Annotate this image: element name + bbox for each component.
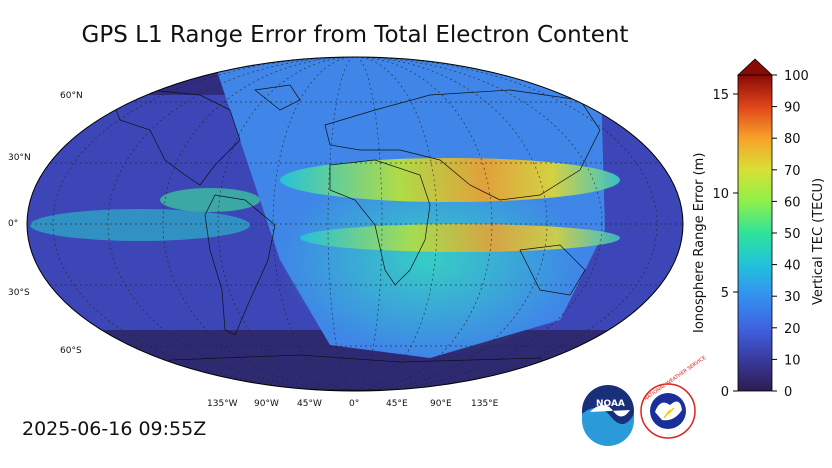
colorbar-right-tick-label: 50 <box>784 227 801 242</box>
colorbar-right-tick-label: 80 <box>784 132 801 147</box>
lat-label-30s: 30°S <box>8 288 30 298</box>
colorbar-right-tick-label: 90 <box>784 101 801 116</box>
northern-crest-band <box>280 158 620 202</box>
colorbar-left-tick-label: 5 <box>721 286 729 301</box>
lon-label-90e: 90°E <box>430 399 452 409</box>
colorbar-left-tick-label: 10 <box>712 187 729 202</box>
lat-label-60n: 60°N <box>60 91 83 101</box>
globe-outline <box>26 56 684 392</box>
colorbar-right-tick-label: 30 <box>784 290 801 305</box>
colorbar-left-tick-label: 0 <box>721 385 729 400</box>
colorbar-right-tick-label: 10 <box>784 353 801 368</box>
lon-label-135w: 135°W <box>207 399 238 409</box>
colorbar-right-tick-label: 20 <box>784 322 801 337</box>
colorbar-left-tick-label: 15 <box>712 88 729 103</box>
lon-label-45e: 45°E <box>386 399 408 409</box>
lon-label-0: 0° <box>349 399 359 409</box>
lon-label-135e: 135°E <box>471 399 499 409</box>
noaa-logo: NOAA <box>582 385 634 446</box>
lat-label-60s: 60°S <box>60 346 82 356</box>
colorbar-right-tick-label: 60 <box>784 195 801 210</box>
lat-label-0: 0° <box>8 219 18 229</box>
colorbar-right-tick-label: 40 <box>784 259 801 274</box>
nws-logo: NATIONAL WEATHER SERVICE <box>640 355 707 439</box>
noaa-logo-text: NOAA <box>596 399 625 409</box>
lon-label-90w: 90°W <box>254 399 279 409</box>
america-band <box>160 188 260 212</box>
southern-crest-band <box>300 224 620 252</box>
lat-label-30n: 30°N <box>8 153 31 163</box>
colorbar-extend-arrow <box>736 58 774 76</box>
globe-map <box>27 57 683 391</box>
timestamp: 2025-06-16 09:55Z <box>22 418 207 440</box>
colorbar-left-ticks: 0 5 10 15 <box>712 88 738 400</box>
dayside-glow <box>280 165 580 355</box>
colorbar-left-label: Ionosphere Range Error (m) <box>692 153 707 333</box>
colorbar: 0 10 20 30 40 50 60 70 80 90 100 0 5 10 15 Ionosphere… <box>692 58 826 400</box>
colorbar-scale <box>737 74 773 392</box>
colorbar-right-tick-label: 100 <box>784 69 809 84</box>
colorbar-right-tick-label: 70 <box>784 164 801 179</box>
lon-label-45w: 45°W <box>297 399 322 409</box>
colorbar-right-tick-label: 0 <box>784 385 792 400</box>
night-equatorial-band <box>30 209 250 241</box>
colorbar-right-label: Vertical TEC (TECU) <box>811 178 826 305</box>
map-title: GPS L1 Range Error from Total Electron C… <box>81 22 629 48</box>
colorbar-right-ticks: 0 10 20 30 40 50 60 70 80 90 100 <box>772 69 809 400</box>
